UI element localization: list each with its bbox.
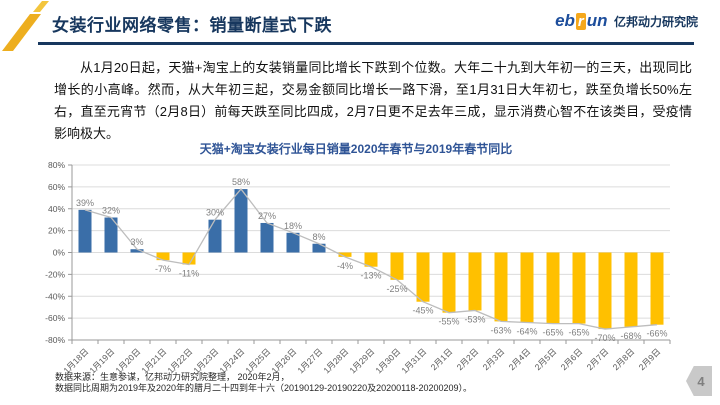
x-axis-label: 2月1日	[429, 346, 455, 372]
x-axis-label: 2月4日	[507, 346, 533, 372]
footer-period-line: 数据同比周期为2019年及2020年的腊月二十四到年十六（20190129-20…	[55, 383, 473, 393]
y-axis-label: 80%	[48, 160, 65, 170]
page-title: 女装行业网络零售：销量断崖式下跌	[52, 16, 332, 35]
brand-logo-un: un	[586, 11, 608, 30]
data-label: 8%	[312, 232, 325, 242]
trend-line	[84, 188, 658, 330]
bar	[156, 252, 170, 261]
brand-logo-eb: eb	[555, 11, 575, 30]
data-label: 3%	[130, 237, 143, 247]
data-label: 27%	[258, 211, 276, 221]
y-axis-label: 60%	[48, 182, 65, 192]
header-divider	[38, 42, 694, 45]
chart-svg: 80% 60% 40% 20% 0% -20% -40% -60% -80% 39% 32% 3% -7…	[45, 160, 671, 375]
data-label: -55%	[438, 317, 459, 327]
bar	[260, 222, 274, 253]
data-label: 58%	[232, 177, 250, 187]
bar	[546, 252, 560, 324]
bar	[286, 232, 300, 253]
data-label: -7%	[155, 264, 171, 274]
y-axis-label: -60%	[45, 313, 65, 323]
y-axis-label: -40%	[45, 291, 65, 301]
data-label: 32%	[102, 206, 120, 216]
y-axis-label: 0%	[53, 248, 66, 258]
x-axis-label: 2月9日	[637, 346, 663, 372]
brand-logo-chinese-name: 亿邦动力研究院	[613, 15, 698, 29]
data-label: -63%	[490, 325, 511, 335]
data-label: -65%	[542, 328, 563, 338]
data-label: 18%	[284, 221, 302, 231]
bar	[598, 252, 612, 330]
y-axis-label: 40%	[48, 204, 65, 214]
x-axis-label: 2月5日	[533, 346, 559, 372]
bar	[312, 243, 326, 253]
footer-note: 数据来源：生意参谋，亿邦动力研究院整理， 2020年2月， 数据同比周期为201…	[55, 372, 472, 394]
data-label: -25%	[386, 284, 407, 294]
bar	[624, 252, 638, 327]
bar	[234, 189, 248, 253]
bar	[104, 217, 118, 253]
bar	[78, 209, 92, 253]
y-axis-label: -80%	[45, 335, 65, 345]
chart-title: 天猫+淘宝女装行业每日销量2020年春节与2019年春节同比	[199, 142, 513, 156]
body-paragraph: 从1月20日起，天猫+淘宝上的女装销量同比增长下跌到个位数。大年二十九到大年初一…	[54, 60, 692, 141]
data-label: 30%	[206, 208, 224, 218]
page-number: 4	[697, 373, 705, 389]
bar	[572, 252, 586, 324]
bar	[182, 252, 196, 265]
x-axis-label: 2月6日	[559, 346, 585, 372]
bar	[442, 252, 456, 313]
bar	[364, 252, 378, 267]
bar	[650, 252, 664, 325]
bar	[208, 219, 222, 253]
bar	[520, 252, 534, 323]
bar	[130, 249, 144, 253]
data-label: -4%	[337, 261, 353, 271]
bar	[468, 252, 482, 311]
bar	[416, 252, 430, 302]
data-label: -45%	[412, 306, 433, 316]
brand-logo-r-icon: r	[575, 13, 586, 30]
data-label: -53%	[464, 314, 485, 324]
data-label: -64%	[516, 327, 537, 337]
slash-decoration-icon	[2, 1, 49, 51]
brand-logo: eb r un 亿邦动力研究院	[555, 11, 698, 31]
x-axis-label: 2月7日	[585, 346, 611, 372]
data-label: -68%	[620, 331, 641, 341]
x-axis-label: 2月3日	[481, 346, 507, 372]
data-label: 39%	[76, 198, 94, 208]
bar	[494, 252, 508, 322]
x-axis-label: 2月2日	[455, 346, 481, 372]
bar	[390, 252, 404, 280]
data-label: -70%	[594, 333, 615, 343]
y-axis-label: -20%	[45, 269, 65, 279]
y-axis-label: 20%	[48, 226, 65, 236]
x-axis-label: 2月8日	[611, 346, 637, 372]
footer-source-line: 数据来源：生意参谋，亿邦动力研究院整理， 2020年2月，	[55, 372, 290, 382]
data-label: -13%	[360, 271, 381, 281]
data-label: -66%	[646, 329, 667, 339]
data-label: -11%	[179, 269, 199, 279]
bar	[338, 252, 352, 257]
data-label: -65%	[568, 328, 589, 338]
